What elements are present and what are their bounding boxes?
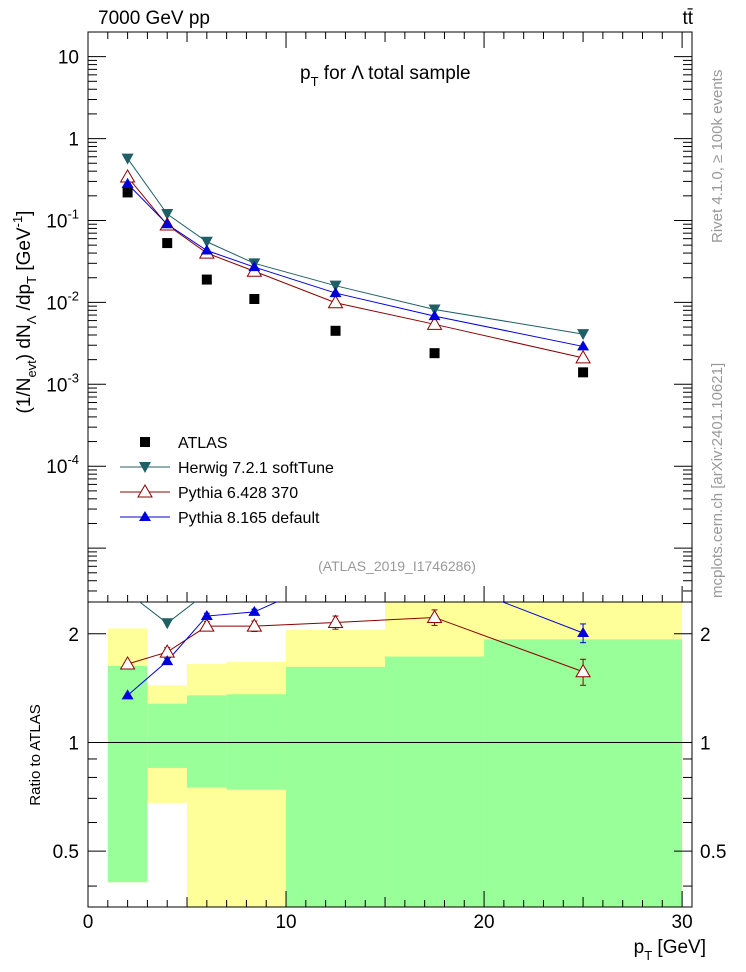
main-data-point [200, 236, 213, 248]
band-inner [147, 703, 188, 768]
ratio-data-point [119, 655, 136, 670]
main-data-point [575, 349, 591, 364]
band-inner [107, 665, 148, 883]
ratio-data-point [577, 571, 589, 582]
legend-entry-herwig: Herwig 7.2.1 softTune [120, 460, 334, 477]
main-data-point [122, 187, 133, 198]
band-inner [385, 656, 485, 907]
main-data-point [578, 367, 589, 378]
main-data-point [327, 294, 344, 309]
ratio-data-point [577, 627, 590, 638]
legend-entry-pythia8: Pythia 8.165 default [120, 510, 320, 527]
main-data-point [329, 287, 342, 298]
process-label: tt̄ [682, 8, 693, 29]
main-series-line [127, 176, 584, 359]
ratio-data-point [161, 618, 174, 630]
legend-marker-atlas [140, 437, 150, 447]
rivet-version-label: Rivet 4.1.0, ≥ 100k events [709, 70, 726, 243]
x-tick-label: 0 [83, 912, 94, 933]
analysis-reference: (ATLAS_2019_I1746286) [318, 558, 476, 574]
main-data-point [121, 153, 134, 165]
main-data-point [428, 310, 441, 321]
main-data-point [161, 218, 174, 229]
legend-entry-pythia6: Pythia 6.428 370 [120, 484, 298, 502]
ratio-data-point [248, 581, 260, 592]
ratio-data-point [330, 541, 342, 552]
y-tick-label-main: 1 [68, 130, 79, 151]
y-tick-label-ratio-right: 2 [700, 625, 711, 646]
main-data-point [329, 280, 342, 292]
mcplots-label: mcplots.cern.ch [arXiv:2401.10621] [709, 363, 726, 598]
legend-marker-pythia8 [139, 511, 151, 521]
x-tick-label: 20 [473, 912, 494, 933]
ratio-data-point [161, 655, 174, 666]
main-data-point [121, 177, 134, 188]
main-data-point [161, 208, 174, 220]
beam-label: 7000 GeV pp [98, 8, 210, 29]
ratio-data-point [248, 605, 261, 616]
y-tick-label-ratio: 2 [68, 625, 79, 646]
y-tick-label-main: 10-1 [46, 206, 79, 232]
y-tick-label-ratio-right: 0.5 [700, 842, 726, 863]
x-tick-label: 30 [672, 912, 693, 933]
ratio-data-point [198, 618, 215, 632]
y-tick-label-main: 10-4 [46, 452, 79, 478]
main-y-axis-label: (1/Nevt) dNΛ /dpT [GeV-1] [10, 211, 39, 414]
main-data-point [428, 304, 441, 316]
legend-marker-pythia6 [137, 484, 153, 498]
y-tick-label-main: 10-3 [46, 370, 79, 396]
ratio-data-layer [88, 541, 692, 743]
ratio-data-point [426, 609, 443, 623]
legend-label-herwig: Herwig 7.2.1 softTune [178, 460, 334, 477]
main-data-point [577, 340, 590, 351]
ratio-data-point [246, 618, 263, 632]
main-data-point [577, 329, 590, 341]
ratio-data-point [121, 689, 134, 700]
y-tick-label-main: 10-2 [46, 288, 79, 314]
y-tick-label-ratio: 0.5 [53, 842, 79, 863]
ratio-data-point [327, 614, 344, 628]
main-data-point [200, 244, 213, 255]
ratio-data-point [575, 663, 591, 678]
legend-label-atlas: ATLAS [178, 435, 228, 452]
legend-label-pythia6: Pythia 6.428 370 [178, 485, 298, 502]
legend-label-pythia8: Pythia 8.165 default [178, 510, 320, 527]
x-axis-label: pT [GeV] [634, 937, 706, 963]
band-inner [187, 695, 227, 788]
y-tick-label-ratio-right: 1 [700, 733, 711, 754]
main-data-point [249, 294, 260, 305]
legend-entry-atlas: ATLAS [140, 435, 228, 452]
ratio-y-axis-label: Ratio to ATLAS [27, 704, 44, 805]
main-data-point [162, 238, 173, 249]
ratio-data-point [200, 610, 213, 621]
main-data-point [330, 325, 341, 336]
axis-ticks [87, 31, 692, 907]
ratio-uncertainty-bands [107, 602, 683, 907]
legend-marker-herwig [139, 462, 151, 473]
plot-title: pT for Λ total sample [300, 63, 471, 89]
main-series-line [127, 158, 584, 335]
main-data-point [429, 348, 440, 359]
main-series-line [127, 183, 584, 347]
ratio-frame [87, 601, 693, 908]
band-inner [286, 666, 386, 907]
main-data-point [426, 316, 443, 330]
y-tick-label-ratio: 1 [68, 733, 79, 754]
main-data-layer [119, 153, 591, 378]
y-tick-label-main: 10 [58, 48, 79, 69]
x-tick-label: 10 [275, 912, 296, 933]
legend: ATLAS Herwig 7.2.1 softTune Pythia 6.428… [120, 435, 334, 527]
ratio-data-point [429, 546, 441, 557]
main-data-point [201, 274, 212, 285]
main-data-point [248, 261, 261, 272]
